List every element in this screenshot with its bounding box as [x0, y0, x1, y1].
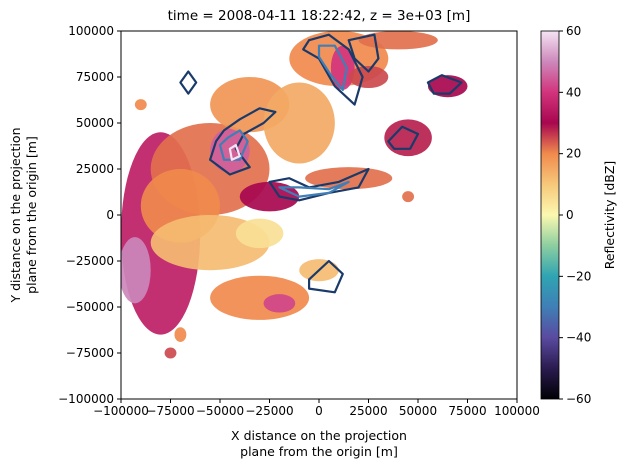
x-tick-label: 25000 — [349, 404, 387, 418]
y-tick-label: 75000 — [76, 70, 114, 84]
x-axis-label-line-1: X distance on the projection — [231, 428, 407, 443]
contour-line — [278, 180, 350, 198]
plot-area — [120, 30, 518, 400]
colorbar-tick-label: −20 — [566, 269, 591, 283]
reflectivity-cell — [358, 31, 438, 50]
x-tick-label: 50000 — [399, 404, 437, 418]
y-axis-label-line-2: plane from the origin [m] — [24, 136, 39, 294]
reflectivity-cell — [384, 119, 432, 157]
reflectivity-cell — [330, 45, 355, 90]
y-tick-label: 0 — [106, 208, 114, 222]
y-tick-label: −25000 — [66, 254, 114, 268]
colorbar-ticks: −60 −40 −20 0 20 40 60 — [559, 24, 591, 406]
y-axis: −100000 −75000 −50000 −25000 0 25000 50000 7500… — [58, 24, 121, 406]
colorbar-tick-label: −60 — [566, 392, 591, 406]
x-tick-label: −75000 — [146, 404, 194, 418]
x-tick-label: −50000 — [196, 404, 244, 418]
y-tick-label: −100000 — [58, 392, 114, 406]
x-tick-label: −25000 — [245, 404, 293, 418]
contour-line — [302, 33, 364, 106]
contour-line — [228, 144, 241, 161]
x-tick-label: 75000 — [448, 404, 486, 418]
x-tick-label: 0 — [315, 404, 323, 418]
reflectivity-cell — [174, 327, 187, 342]
contour-line — [268, 167, 370, 202]
colorbar: −60 −40 −20 0 20 40 60 Reflectivity [dBZ] — [540, 24, 617, 406]
contour-line — [308, 259, 344, 294]
y-tick-label: 25000 — [76, 162, 114, 176]
colorbar-tick-label: 20 — [566, 147, 581, 161]
x-tick-label: 100000 — [494, 404, 540, 418]
contour-line — [387, 125, 420, 150]
reflectivity-cell — [263, 82, 335, 164]
colorbar-gradient — [540, 30, 560, 400]
chart-title: time = 2008-04-11 18:22:42, z = 3e+03 [m… — [168, 8, 471, 24]
reflectivity-field — [121, 31, 468, 359]
reflectivity-cell — [263, 294, 296, 313]
y-tick-label: 50000 — [76, 116, 114, 130]
colorbar-tick-label: −40 — [566, 331, 591, 345]
contour-line — [426, 74, 463, 95]
reflectivity-cell — [239, 181, 300, 212]
contour-line — [209, 107, 277, 176]
reflectivity-cell — [348, 65, 389, 89]
colorbar-label: Reflectivity [dBZ] — [602, 161, 617, 270]
contour-line — [347, 33, 380, 73]
contour-line — [218, 129, 249, 161]
y-tick-label: −50000 — [66, 300, 114, 314]
reflectivity-cell — [235, 218, 284, 249]
colorbar-tick-label: 0 — [566, 208, 574, 222]
y-tick-label: 100000 — [68, 24, 114, 38]
x-tick-label: −100000 — [93, 404, 149, 418]
x-axis-label-line-2: plane from the origin [m] — [240, 444, 398, 459]
contour-line — [179, 70, 198, 95]
reflectivity-cell — [164, 347, 177, 359]
reflectivity-cell — [210, 275, 310, 320]
contour-lines — [179, 33, 463, 294]
reflectivity-cell — [134, 99, 147, 111]
x-axis: −100000−75000 −50000 −25000 0 25000 50000 7500… — [93, 399, 540, 418]
colorbar-tick-label: 40 — [566, 85, 581, 99]
colorbar-tick-label: 60 — [566, 24, 581, 38]
y-tick-label: −75000 — [66, 346, 114, 360]
reflectivity-cell — [121, 237, 151, 304]
reflectivity-cell — [402, 191, 415, 203]
y-axis-label-line-1: Y distance on the projection — [8, 127, 23, 303]
contour-line — [317, 44, 348, 91]
